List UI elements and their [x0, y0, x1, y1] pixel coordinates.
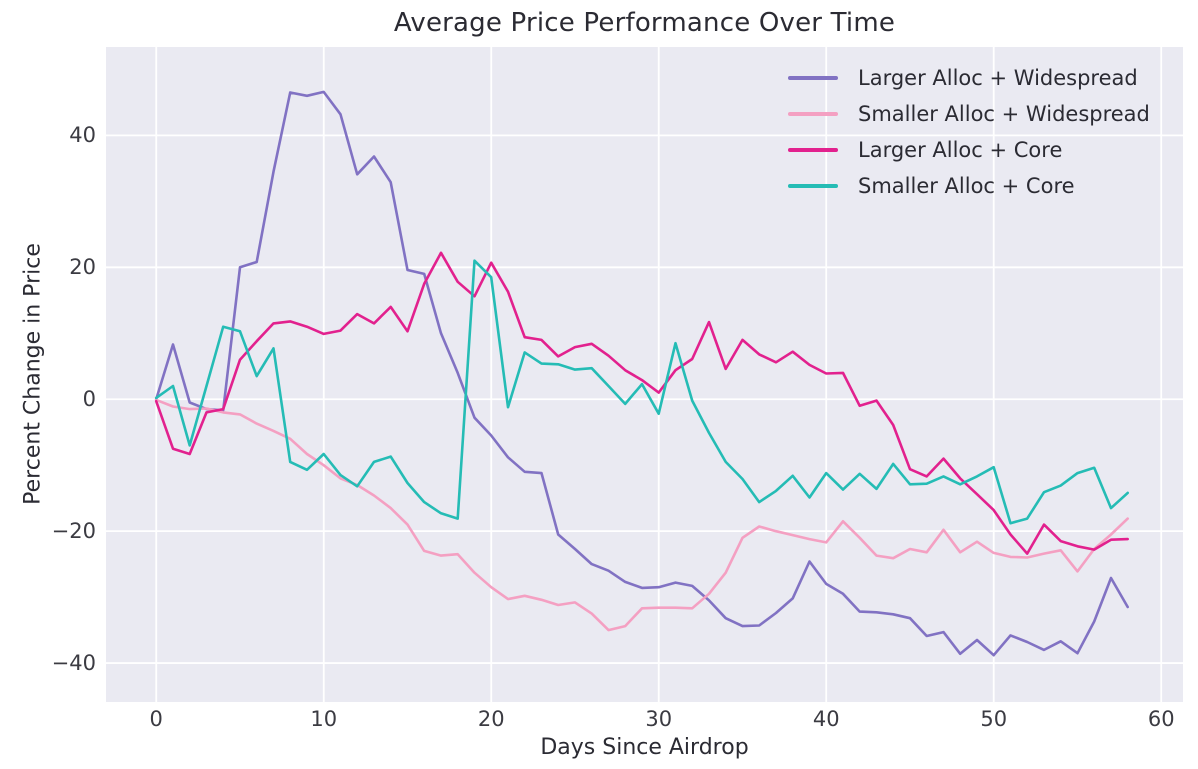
series-line-larger-alloc-core [154, 251, 1129, 555]
legend-item: Smaller Alloc + Widespread [788, 96, 1150, 132]
x-tick-label: 0 [149, 707, 163, 731]
legend-item: Larger Alloc + Widespread [788, 60, 1150, 96]
x-tick-label: 10 [310, 707, 338, 731]
legend-swatch-smaller-alloc-core [788, 184, 838, 188]
y-tick-label: 0 [82, 387, 96, 412]
legend-swatch-larger-alloc-core [788, 148, 838, 152]
y-tick-label: −40 [51, 651, 96, 676]
series-lines [154, 90, 1129, 657]
legend-item: Smaller Alloc + Core [788, 168, 1150, 204]
x-axis-label: Days Since Airdrop [540, 735, 749, 760]
y-tick-label: 40 [69, 123, 96, 148]
legend-label: Smaller Alloc + Widespread [858, 102, 1150, 126]
series-line-smaller-alloc-core [154, 259, 1129, 525]
x-tick-label: 40 [812, 707, 840, 731]
series-line-smaller-alloc-widespread [154, 398, 1129, 632]
x-tick-label: 30 [645, 707, 673, 731]
legend-swatch-smaller-alloc-widespread [788, 112, 838, 116]
legend-item: Larger Alloc + Core [788, 132, 1150, 168]
series-line-larger-alloc-widespread [154, 90, 1129, 657]
y-tick-label: 20 [69, 255, 96, 280]
legend: Larger Alloc + Widespread Smaller Alloc … [788, 60, 1150, 204]
legend-label: Smaller Alloc + Core [858, 174, 1075, 198]
legend-label: Larger Alloc + Widespread [858, 66, 1138, 90]
plot-area [106, 47, 1183, 702]
x-tick-label: 50 [980, 707, 1008, 731]
x-tick-label: 20 [477, 707, 505, 731]
chart-title: Average Price Performance Over Time [393, 8, 896, 38]
y-tick-label: −20 [51, 519, 96, 544]
legend-label: Larger Alloc + Core [858, 138, 1063, 162]
x-tick-label: 60 [1147, 707, 1175, 731]
legend-swatch-larger-alloc-widespread [788, 76, 838, 80]
